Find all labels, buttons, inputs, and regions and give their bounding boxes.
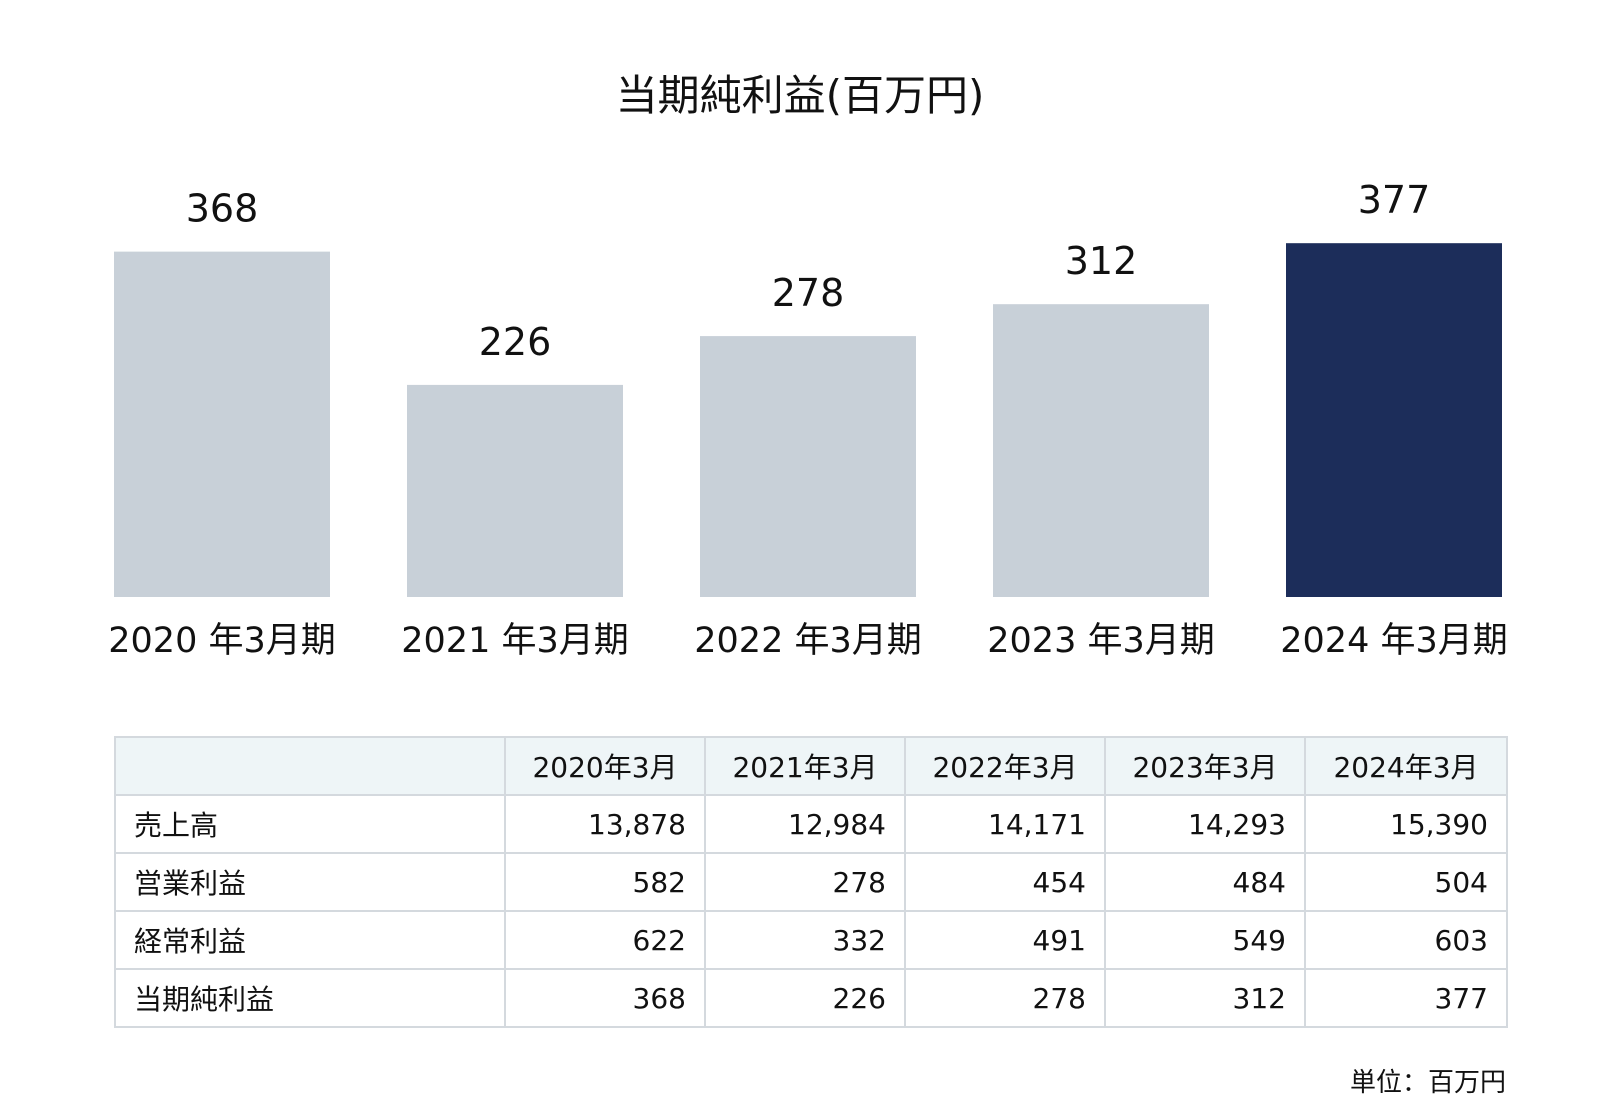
- table-row: 当期純利益 368 226 278 312 377: [114, 968, 1508, 1028]
- chart-title: 当期純利益(百万円): [615, 71, 985, 120]
- table-cell: 603: [1304, 910, 1508, 970]
- category-label: 2021 年3月期: [401, 621, 628, 661]
- table-cell: 312: [1104, 968, 1306, 1028]
- bar-value-label: 278: [772, 271, 845, 315]
- table-cell: 622: [504, 910, 706, 970]
- table-cell: 491: [904, 910, 1106, 970]
- table-cell: 226: [704, 968, 906, 1028]
- table-cell: 332: [704, 910, 906, 970]
- table-cell: 377: [1304, 968, 1508, 1028]
- table-header-cell: 2021年3月: [704, 736, 906, 796]
- table-header-cell: 2020年3月: [504, 736, 706, 796]
- table-cell: 15,390: [1304, 794, 1508, 854]
- bar: [407, 384, 623, 597]
- table-cell: 504: [1304, 852, 1508, 912]
- table-cell: 278: [704, 852, 906, 912]
- table-row-label: 売上高: [114, 794, 506, 854]
- table-header-cell: 2024年3月: [1304, 736, 1508, 796]
- bar-value-label: 312: [1065, 239, 1138, 283]
- table-cell: 549: [1104, 910, 1306, 970]
- bar: [993, 304, 1209, 597]
- category-label: 2020 年3月期: [108, 621, 335, 661]
- table-cell: 368: [504, 968, 706, 1028]
- table-header-row: 2020年3月 2021年3月 2022年3月 2023年3月 2024年3月: [114, 736, 1508, 796]
- table-header-empty: [114, 736, 506, 796]
- financial-table: 2020年3月 2021年3月 2022年3月 2023年3月 2024年3月 売上高 1…: [114, 736, 1508, 1028]
- table-row-label: 経常利益: [114, 910, 506, 970]
- table-row-label: 当期純利益: [114, 968, 506, 1028]
- category-label: 2022 年3月期: [694, 621, 921, 661]
- bar: [700, 336, 916, 597]
- bar-value-label: 377: [1358, 178, 1431, 222]
- table-cell: 12,984: [704, 794, 906, 854]
- table-cell: 14,171: [904, 794, 1106, 854]
- table-cell: 484: [1104, 852, 1306, 912]
- bar-value-label: 368: [186, 187, 259, 231]
- table-cell: 278: [904, 968, 1106, 1028]
- category-label: 2024 年3月期: [1280, 621, 1507, 661]
- table-header-cell: 2023年3月: [1104, 736, 1306, 796]
- bar: [114, 251, 330, 597]
- table-cell: 582: [504, 852, 706, 912]
- table-header-cell: 2022年3月: [904, 736, 1106, 796]
- table-row: 売上高 13,878 12,984 14,171 14,293 15,390: [114, 794, 1508, 854]
- unit-note: 単位：百万円: [1349, 1068, 1506, 1098]
- table-cell: 454: [904, 852, 1106, 912]
- table-row: 営業利益 582 278 454 484 504: [114, 852, 1508, 912]
- table-cell: 14,293: [1104, 794, 1306, 854]
- table-row: 経常利益 622 332 491 549 603: [114, 910, 1508, 970]
- table-row-label: 営業利益: [114, 852, 506, 912]
- bars-group: 368 2020 年3月期 226 2021 年3月期 278 2022 年3月期 312 2…: [108, 178, 1507, 661]
- category-label: 2023 年3月期: [987, 621, 1214, 661]
- bar-chart: 368 2020 年3月期 226 2021 年3月期 278 2022 年3月期 312 2…: [108, 178, 1507, 661]
- bar-value-label: 226: [479, 320, 552, 364]
- table-cell: 13,878: [504, 794, 706, 854]
- bar: [1286, 243, 1502, 598]
